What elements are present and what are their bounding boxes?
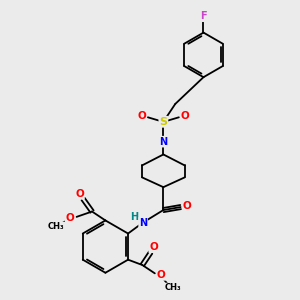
Text: O: O: [75, 189, 84, 199]
Text: O: O: [137, 110, 146, 121]
Text: F: F: [200, 11, 207, 21]
Text: CH₃: CH₃: [48, 223, 65, 232]
Text: CH₃: CH₃: [164, 284, 181, 292]
Text: O: O: [181, 110, 190, 121]
Text: O: O: [157, 270, 166, 280]
Text: N: N: [139, 218, 147, 228]
Text: S: S: [159, 117, 167, 127]
Text: H: H: [130, 212, 138, 223]
Text: O: O: [66, 213, 74, 223]
Text: O: O: [149, 242, 158, 252]
Text: O: O: [183, 202, 191, 212]
Text: N: N: [159, 137, 167, 147]
